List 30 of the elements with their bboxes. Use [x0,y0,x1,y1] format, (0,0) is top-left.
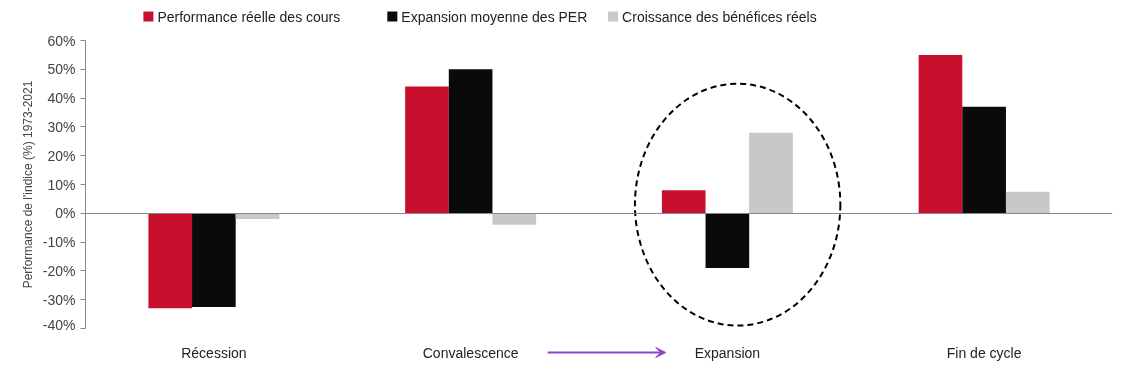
legend-label: Expansion moyenne des PER [401,8,588,25]
bar [661,190,706,214]
y-tick-label: -40% [42,316,76,333]
y-tick-label: 20% [47,147,76,164]
y-tick-label: 0% [55,205,76,222]
bar [705,213,750,269]
x-tick-label: Expansion [694,344,761,361]
y-axis-title: Performance de l'indice (%) 1973-2021 [20,80,35,289]
y-tick-label: 50% [47,61,76,78]
y-tick-label: -10% [42,234,76,251]
legend-label: Croissance des bénéfices réels [622,8,817,25]
y-tick-label: 10% [47,176,76,193]
bar [1005,191,1050,214]
legend-label: Performance réelle des cours [157,8,341,25]
bar [448,69,493,214]
bar [148,213,193,309]
y-tick-label: -30% [42,291,76,308]
y-tick-label: 40% [47,90,76,107]
y-tick-label: 60% [47,32,76,49]
bar [492,213,537,225]
bar [405,86,449,214]
bar [192,213,236,307]
bar [918,54,963,214]
x-tick-label: Fin de cycle [946,344,1022,361]
bar [749,132,793,214]
y-tick-label: 30% [47,118,76,135]
x-tick-label: Récession [181,344,247,361]
y-tick-label: -20% [42,262,76,279]
x-tick-label: Convalescence [422,344,519,361]
bar [962,106,1006,214]
